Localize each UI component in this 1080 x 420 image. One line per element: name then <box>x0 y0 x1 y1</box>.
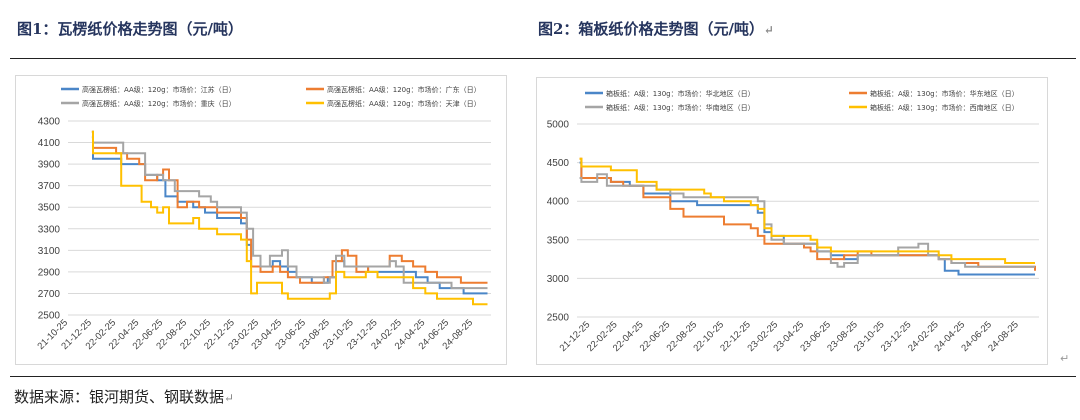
legend-label: 箱板纸：A级：130g：市场价：华南地区（日） <box>606 103 755 112</box>
chart2-panel: 2500 3000 3500 4000 4500 5000 21-12-25 22-02-25… <box>536 77 1048 365</box>
y-tick-label: 3900 <box>38 160 61 171</box>
legend-label: 箱板纸：A级：130g：市场价：华东地区（日） <box>870 89 1019 98</box>
legend-label: 箱板纸：A级：130g：市场价：西南地区（日） <box>870 103 1019 112</box>
top-rule <box>10 58 1076 59</box>
y-tick-label: 4000 <box>547 197 570 208</box>
y-tick-label: 3000 <box>547 274 570 285</box>
legend-label: 高强瓦楞纸：AA级：120g：市场价：重庆（日） <box>82 99 236 108</box>
return-mark-icon: ↵ <box>763 23 774 37</box>
y-tick-label: 4100 <box>38 138 61 149</box>
y-tick-label: 4500 <box>547 158 570 169</box>
y-tick-label: 3100 <box>38 246 61 257</box>
source-text: 数据来源：银河期货、钢联数据 <box>14 388 225 406</box>
y-tick-label: 4300 <box>38 117 61 128</box>
series-line-4 <box>579 157 1035 264</box>
series-line-4 <box>91 130 488 306</box>
y-tick-label: 3500 <box>547 235 570 246</box>
series-line-1 <box>91 136 488 295</box>
series-line-3 <box>579 173 1035 268</box>
series-line-2 <box>579 157 1036 271</box>
y-tick-label: 5000 <box>547 120 570 131</box>
legend-label: 高强瓦楞纸：AA级：120g：市场价：江苏（日） <box>82 85 236 94</box>
y-tick-label: 2500 <box>547 313 570 324</box>
y-tick-label: 3300 <box>38 224 61 235</box>
bottom-rule <box>10 376 1076 377</box>
source-note: 数据来源：银河期货、钢联数据↵ <box>14 386 234 407</box>
figure2-title: 图2：箱板纸价格走势图（元/吨）↵ <box>538 18 774 39</box>
figure1-title: 图1：瓦楞纸价格走势图（元/吨） <box>17 20 243 38</box>
return-mark-icon: ↵ <box>1060 352 1070 365</box>
series-line-3 <box>91 130 488 290</box>
y-tick-label: 3700 <box>38 181 61 192</box>
chart1-svg: 2500 2700 2900 3100 3300 3500 3700 3900 4100 4300… <box>35 85 491 352</box>
legend-label: 高强瓦楞纸：AA级：120g：市场价：天津（日） <box>327 99 481 108</box>
series-line-1 <box>579 161 1035 276</box>
y-tick-label: 3500 <box>38 203 61 214</box>
y-tick-label: 2700 <box>38 289 61 300</box>
chart1-panel: 2500 2700 2900 3100 3300 3500 3700 3900 4100 4300… <box>15 75 507 365</box>
y-tick-label: 2500 <box>38 311 61 322</box>
legend-label: 箱板纸：A级：130g：市场价：华北地区（日） <box>606 89 755 98</box>
figure2-title-text: 图2：箱板纸价格走势图（元/吨） <box>538 20 764 38</box>
y-tick-label: 2900 <box>38 267 61 278</box>
chart2-svg: 25003000350040004500500021-12-2522-02-25… <box>547 89 1039 354</box>
return-mark-icon: ↵ <box>224 391 235 405</box>
legend-label: 高强瓦楞纸：AA级：120g：市场价：广东（日） <box>327 85 481 94</box>
